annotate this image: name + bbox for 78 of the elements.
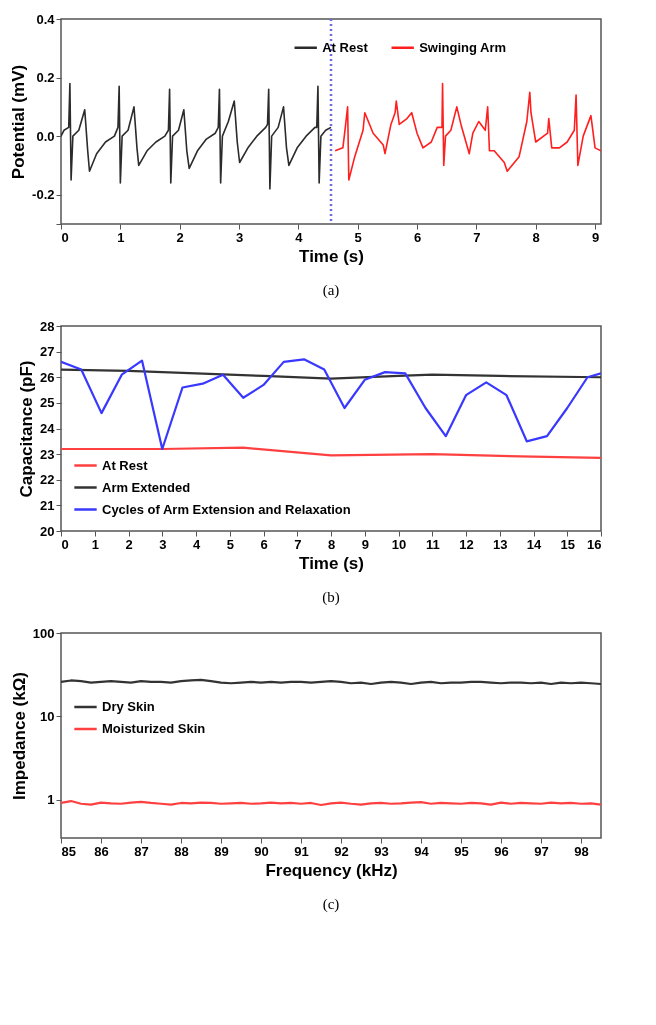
x-tick-label: 4 — [192, 536, 201, 552]
x-tick-label: 8 — [327, 536, 336, 552]
text: (a) — [322, 282, 340, 299]
y-tick-label: 25 — [40, 395, 55, 411]
x-tick-label: 8 — [532, 229, 540, 245]
x-tick-label: 10 — [391, 536, 407, 552]
y-axis-title: Capacitance (pF) — [17, 360, 37, 498]
y-tick-label: 27 — [40, 344, 55, 360]
x-tick-label: 94 — [414, 843, 430, 859]
line-series — [334, 82, 601, 181]
x-tick-label: 97 — [534, 843, 549, 859]
y-tick-label: 20 — [40, 523, 55, 539]
x-tick-label: 92 — [334, 843, 349, 859]
x-tick-label: 16 — [587, 536, 602, 552]
x-tick-label: 5 — [226, 536, 234, 552]
x-tick-label: 96 — [494, 843, 509, 859]
legend-label: Arm Extended — [102, 479, 191, 495]
y-tick-label: 23 — [40, 446, 55, 462]
legend-label: At Rest — [322, 39, 369, 55]
y-tick-label: 22 — [40, 472, 55, 488]
x-tick-label: 86 — [94, 843, 109, 859]
x-tick-label: 1 — [117, 229, 125, 245]
x-tick-label: 9 — [361, 536, 369, 552]
x-tick-label: 88 — [174, 843, 189, 859]
legend-label: Cycles of Arm Extension and Relaxation — [102, 501, 351, 517]
y-tick-label: 10 — [40, 708, 55, 724]
x-tick-label: 6 — [413, 229, 422, 245]
y-axis-title: Potential (mV) — [9, 64, 29, 180]
x-tick-label: 15 — [560, 536, 575, 552]
y-tick-label: 0.0 — [36, 128, 55, 144]
line-series — [61, 358, 601, 451]
y-tick-label: 1 — [47, 792, 55, 808]
x-tick-label: 93 — [374, 843, 389, 859]
line-series — [61, 368, 601, 380]
x-tick-label: 0 — [61, 229, 69, 245]
x-tick-label: 12 — [459, 536, 474, 552]
x-tick-label: 5 — [354, 229, 362, 245]
x-tick-label: 3 — [159, 536, 167, 552]
text: (b) — [322, 589, 340, 606]
x-tick-label: 91 — [294, 843, 309, 859]
x-tick-label: 1 — [91, 536, 99, 552]
x-tick-label: 98 — [574, 843, 589, 859]
x-tick-label: 4 — [295, 229, 304, 245]
y-tick-label: 28 — [40, 318, 55, 334]
y-tick-label: 21 — [40, 497, 55, 513]
x-tick-label: 3 — [235, 229, 244, 245]
x-tick-label: 14 — [526, 536, 542, 552]
x-tick-label: 6 — [260, 536, 268, 552]
text: (c) — [322, 896, 340, 913]
y-axis-title: Impedance (kΩ) — [9, 672, 29, 800]
legend-label: Moisturized Skin — [102, 721, 206, 736]
y-tick-label: 0.4 — [36, 11, 56, 27]
x-axis-title: Frequency (kHz) — [265, 860, 398, 880]
legend-label: At Rest — [102, 457, 149, 473]
x-tick-label: 2 — [176, 229, 184, 245]
x-tick-label: 7 — [294, 536, 302, 552]
x-tick-label: 87 — [134, 843, 149, 859]
y-tick-label: -0.2 — [32, 187, 55, 203]
y-tick-label: 0.2 — [36, 70, 55, 86]
x-axis-title: Time (s) — [299, 553, 364, 573]
line-series — [61, 446, 601, 460]
x-tick-label: 7 — [473, 229, 481, 245]
x-tick-label: 11 — [425, 536, 440, 552]
legend-label: Swinging Arm — [419, 39, 507, 55]
x-tick-label: 9 — [591, 229, 600, 245]
y-tick-label: 100 — [32, 625, 55, 641]
line-series — [61, 82, 332, 190]
x-tick-label: 2 — [125, 536, 133, 552]
x-axis-title: Time (s) — [299, 246, 364, 266]
x-tick-label: 95 — [454, 843, 469, 859]
x-tick-label: 90 — [254, 843, 269, 859]
x-tick-label: 89 — [214, 843, 229, 859]
x-tick-label: 13 — [493, 536, 508, 552]
legend-label: Dry Skin — [102, 699, 155, 714]
x-tick-label: 0 — [61, 536, 69, 552]
y-tick-label: 26 — [40, 369, 55, 385]
x-tick-label: 85 — [61, 843, 76, 859]
y-tick-label: 24 — [40, 421, 56, 436]
